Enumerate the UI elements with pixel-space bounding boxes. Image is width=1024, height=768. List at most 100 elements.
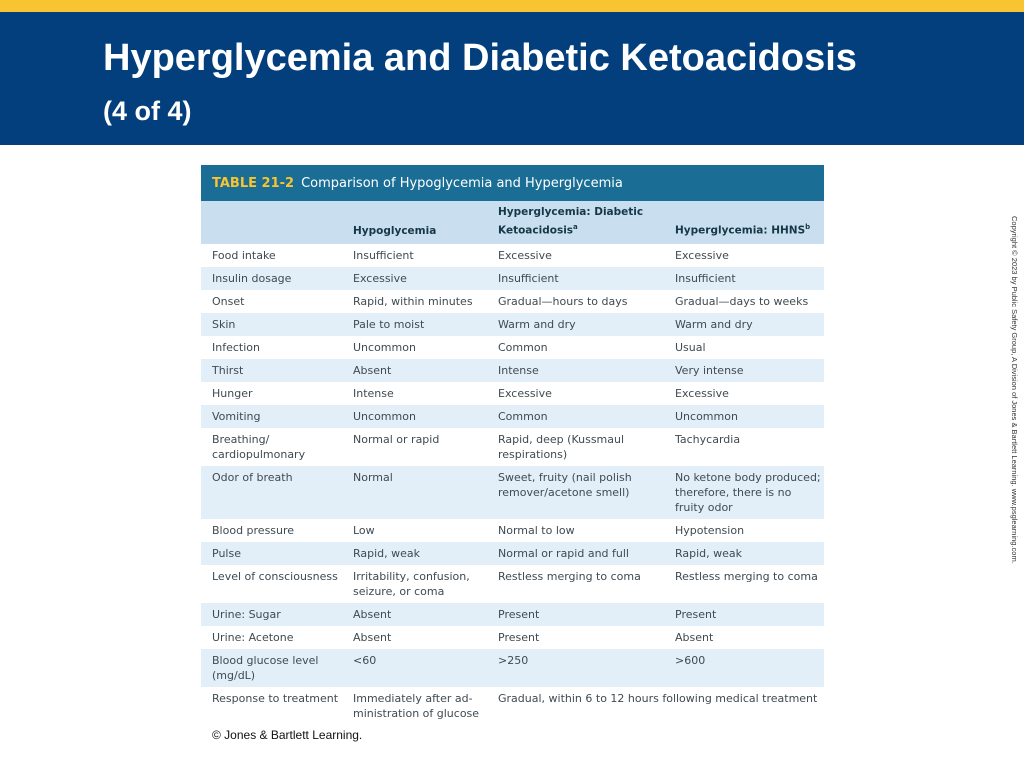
row-label: Blood glucose level (mg/dL)	[201, 648, 342, 687]
header-label: Hypoglycemia	[353, 224, 437, 237]
table-cell: Normal or rapid and full	[487, 541, 664, 565]
row-label: Response to treatment	[201, 686, 342, 725]
table-cell: Absent	[342, 358, 487, 382]
table-row: Urine: Acetone Absent Present Absent	[201, 625, 824, 649]
table-cell: Excessive	[342, 266, 487, 290]
table-cell: Present	[487, 602, 664, 626]
table-row: Response to treatment Immediately after a…	[201, 686, 824, 725]
footnote-marker: b	[805, 223, 811, 231]
row-label: Odor of breath	[201, 465, 342, 519]
table-cell: <60	[342, 648, 487, 687]
table-cell: Insufficient	[664, 266, 824, 290]
table-row: Infection Uncommon Common Usual	[201, 335, 824, 359]
table-row: Urine: Sugar Absent Present Present	[201, 602, 824, 626]
table-cell: Absent	[342, 602, 487, 626]
table-row: Blood glucose level (mg/dL) <60 >250 >600	[201, 648, 824, 687]
table-row: Vomiting Uncommon Common Uncommon	[201, 404, 824, 428]
table-cell: Present	[664, 602, 824, 626]
table-cell: Usual	[664, 335, 824, 359]
table-cell: Uncommon	[342, 335, 487, 359]
table-body: Food intake Insufficient Excessive Excessiv…	[201, 243, 824, 725]
table-caption-text: Comparison of Hypoglycemia and Hyperglyc…	[301, 175, 623, 191]
table-cell: Uncommon	[664, 404, 824, 428]
table-cell: Insufficient	[487, 266, 664, 290]
row-label: Insulin dosage	[201, 266, 342, 290]
table-row: Insulin dosage Excessive Insufficient Insuf…	[201, 266, 824, 290]
title-banner	[0, 12, 1024, 145]
table-cell: Normal or rapid	[342, 427, 487, 466]
table-cell: Excessive	[487, 243, 664, 267]
row-label: Food intake	[201, 243, 342, 267]
table-row: Blood pressure Low Normal to low Hypotensio…	[201, 518, 824, 542]
table-row: Hunger Intense Excessive Excessive	[201, 381, 824, 405]
row-label: Vomiting	[201, 404, 342, 428]
footer-copyright: © Jones & Bartlett Learning.	[212, 728, 363, 742]
top-accent-stripe	[0, 0, 1024, 12]
header-cell-dka: Hyperglycemia: Diabetic Ketoacidosisa	[487, 201, 664, 244]
table-cell: Insufficient	[342, 243, 487, 267]
table-cell: Rapid, within minutes	[342, 289, 487, 313]
table-cell: Intense	[342, 381, 487, 405]
header-label: Hyperglycemia: Diabetic Ketoacidosis	[498, 206, 644, 237]
slide-title-sub: (4 of 4)	[103, 96, 192, 126]
table-row: Level of consciousness Irritability, conf…	[201, 564, 824, 603]
table-cell: Normal to low	[487, 518, 664, 542]
row-label: Infection	[201, 335, 342, 359]
header-label: Hyperglycemia: HHNS	[675, 224, 806, 237]
row-label: Breathing/ cardiopulmonary	[201, 427, 342, 466]
table-cell: Excessive	[664, 381, 824, 405]
table-cell: Rapid, weak	[664, 541, 824, 565]
table-cell: Restless merging to coma	[487, 564, 664, 603]
slide-title: Hyperglycemia and Diabetic Ketoacidosis …	[103, 33, 863, 136]
table-header-row: Hypoglycemia Hyperglycemia: Diabetic Ket…	[201, 201, 824, 244]
table-cell: Excessive	[487, 381, 664, 405]
row-label: Thirst	[201, 358, 342, 382]
comparison-table: Hypoglycemia Hyperglycemia: Diabetic Ket…	[201, 201, 824, 725]
table-row: Breathing/ cardiopulmonary Normal or rapi…	[201, 427, 824, 466]
table-cell: Gradual—days to weeks	[664, 289, 824, 313]
table-cell: >600	[664, 648, 824, 687]
table-row: Thirst Absent Intense Very intense	[201, 358, 824, 382]
table-cell: Hypotension	[664, 518, 824, 542]
row-label: Level of consciousness	[201, 564, 342, 603]
header-cell-hhns: Hyperglycemia: HHNSb	[664, 201, 824, 244]
table-row: Odor of breath Normal Sweet, fruity (nail …	[201, 465, 824, 519]
slide-title-main: Hyperglycemia and Diabetic Ketoacidosis	[103, 37, 857, 79]
footnote-marker: a	[573, 223, 578, 231]
table-cell: Gradual—hours to days	[487, 289, 664, 313]
table-cell: Sweet, fruity (nail polish remover/aceto…	[487, 465, 664, 519]
table-cell: Very intense	[664, 358, 824, 382]
header-cell-blank	[201, 201, 342, 244]
table-cell: Normal	[342, 465, 487, 519]
side-copyright-notice: Copyright © 2023 by Public Safety Group,…	[1010, 216, 1019, 564]
table-cell: Irritability, confusion, seizure, or com…	[342, 564, 487, 603]
row-label: Blood pressure	[201, 518, 342, 542]
table-cell: No ketone body produced; therefore, ther…	[664, 465, 824, 519]
table-cell: Low	[342, 518, 487, 542]
table-row: Pulse Rapid, weak Normal or rapid and full…	[201, 541, 824, 565]
table-cell: >250	[487, 648, 664, 687]
row-label: Urine: Acetone	[201, 625, 342, 649]
table-number: TABLE 21-2	[212, 175, 295, 191]
table-caption: TABLE 21-2 Comparison of Hypoglycemia an…	[201, 165, 824, 201]
table-row: Food intake Insufficient Excessive Excessiv…	[201, 243, 824, 267]
table-cell: Absent	[342, 625, 487, 649]
table-cell: Pale to moist	[342, 312, 487, 336]
table-cell: Rapid, deep (Kussmaul respirations)	[487, 427, 664, 466]
row-label: Hunger	[201, 381, 342, 405]
table-cell-merged: Gradual, within 6 to 12 hours following …	[487, 686, 824, 725]
table-cell: Warm and dry	[487, 312, 664, 336]
row-label: Skin	[201, 312, 342, 336]
table-cell: Excessive	[664, 243, 824, 267]
row-label: Urine: Sugar	[201, 602, 342, 626]
header-cell-hypoglycemia: Hypoglycemia	[342, 201, 487, 244]
table-row: Skin Pale to moist Warm and dry Warm and dr…	[201, 312, 824, 336]
table-cell: Restless merging to coma	[664, 564, 824, 603]
table-cell: Warm and dry	[664, 312, 824, 336]
table-cell: Intense	[487, 358, 664, 382]
table-cell: Immediately after ad-ministration of glu…	[342, 686, 487, 725]
comparison-table-figure: TABLE 21-2 Comparison of Hypoglycemia an…	[201, 165, 824, 725]
row-label: Onset	[201, 289, 342, 313]
table-cell: Absent	[664, 625, 824, 649]
table-cell: Uncommon	[342, 404, 487, 428]
